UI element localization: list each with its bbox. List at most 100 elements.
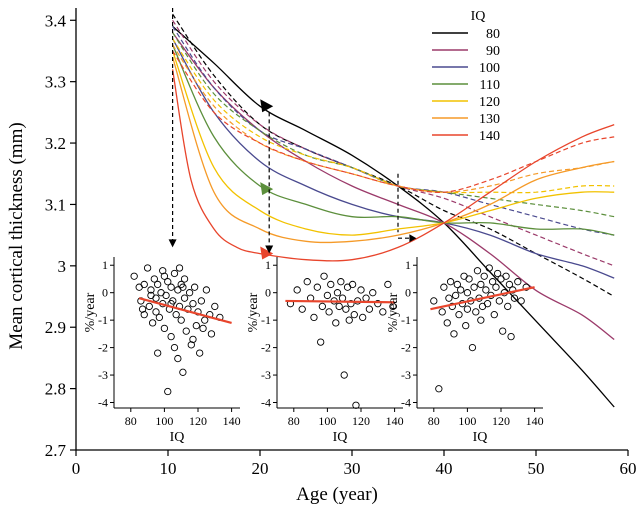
inset-x-tick-label: 140 <box>386 414 404 428</box>
inset-data-point <box>357 286 365 294</box>
curve-arrow-marker <box>260 182 274 196</box>
inset-y-tick-label: -3 <box>98 368 108 382</box>
inset-data-point <box>197 297 206 305</box>
inset-data-point <box>504 302 512 311</box>
inset-data-point <box>199 324 207 333</box>
inset-data-point <box>517 297 525 305</box>
inset-y-tick-label: -3 <box>261 368 271 382</box>
inset-y-tick-label: -4 <box>98 396 108 410</box>
y-axis-title: Mean cortical thickness (mm) <box>6 122 27 349</box>
inset-data-point <box>179 283 187 291</box>
x-tick-label: 50 <box>528 459 545 478</box>
legend-title: IQ <box>471 9 486 24</box>
legend-label: 90 <box>486 44 500 59</box>
inset-data-point <box>440 283 448 291</box>
inset-y-tick-label: -1 <box>401 313 411 327</box>
inset-data-point <box>365 305 374 313</box>
inset-data-point <box>451 291 460 300</box>
inset-data-point <box>293 286 301 294</box>
inset-data-point <box>490 311 498 319</box>
inset-x-tick-label: 140 <box>223 414 241 428</box>
inset-data-point <box>450 330 458 338</box>
legend-label: 100 <box>479 61 500 76</box>
inset-data-point <box>189 300 197 308</box>
inset-data-point <box>463 305 472 313</box>
inset-data-point <box>345 316 353 324</box>
inset-data-point <box>472 308 480 316</box>
y-tick-label: 3.4 <box>45 11 67 30</box>
inset-data-point <box>164 387 172 396</box>
inset-data-point <box>477 280 485 289</box>
inset-data-point <box>457 286 465 294</box>
inset-data-point <box>207 330 216 338</box>
legend-label: 140 <box>479 129 500 144</box>
inset-data-point <box>379 308 387 316</box>
inset-data-point <box>514 278 522 286</box>
inset-data-point <box>211 302 219 311</box>
inset-data-point <box>174 354 182 363</box>
inset-data-point <box>505 280 514 289</box>
inset-data-point <box>485 264 493 272</box>
curve-arrow-marker <box>260 246 274 260</box>
inset-y-title: %/year <box>386 292 401 332</box>
inset-data-point <box>160 272 169 280</box>
inset-data-point <box>189 335 197 344</box>
inset-trend-line <box>138 297 232 324</box>
legend-label: 120 <box>479 95 500 110</box>
inset-data-point <box>180 275 189 283</box>
inset-data-point <box>196 349 204 357</box>
inset-scatter-plot: 80 100 120 140 -4 -3 -2 -1 0 1 IQ %/year <box>83 257 241 445</box>
inset-trend-line <box>285 299 395 304</box>
inset-data-point <box>465 275 473 283</box>
series-solid-line <box>172 25 615 408</box>
inset-data-point <box>140 311 148 319</box>
x-axis-title: Age (year) <box>296 484 378 505</box>
inset-data-point <box>492 283 500 291</box>
inset-data-point <box>333 289 342 297</box>
inset-data-point <box>359 313 367 322</box>
inset-data-point <box>185 289 194 297</box>
inset-data-point <box>310 313 318 322</box>
inset-data-point <box>463 289 472 297</box>
inset-y-tick-label: -4 <box>261 396 271 410</box>
inset-data-point <box>201 316 209 324</box>
inset-data-point <box>167 332 175 341</box>
series-solid-line <box>171 69 615 262</box>
inset-y-tick-label: -2 <box>261 341 271 355</box>
inset-data-point <box>177 316 185 324</box>
inset-data-point <box>167 283 175 291</box>
y-tick-label: 2.9 <box>45 318 66 337</box>
inset-y-tick-label: 1 <box>265 258 271 272</box>
inset-y-tick-label: -3 <box>401 368 411 382</box>
inset-x-tick-label: 120 <box>189 414 207 428</box>
inset-y-tick-label: -2 <box>401 341 411 355</box>
y-tick-label: 3.3 <box>45 73 66 92</box>
inset-x-tick-label: 80 <box>428 414 440 428</box>
legend-label: 110 <box>480 78 500 93</box>
inset-data-point <box>148 319 157 327</box>
x-tick-label: 30 <box>344 459 361 478</box>
inset-data-point <box>182 327 190 335</box>
inset-y-tick-label: -2 <box>98 341 108 355</box>
inset-x-tick-label: 120 <box>352 414 370 428</box>
inset-y-tick-label: 0 <box>405 286 411 300</box>
main-axes: 0 10 20 30 40 50 602.72.82.933.13.23.33.4 <box>45 8 637 478</box>
inset-data-point <box>130 272 138 280</box>
inset-data-point <box>369 289 377 297</box>
inset-trend-line <box>430 286 535 311</box>
inset-data-point <box>448 302 456 311</box>
series-curves <box>171 13 615 408</box>
inset-data-point <box>509 286 517 294</box>
inset-data-point <box>445 294 453 302</box>
inset-data-point <box>187 341 195 349</box>
inset-data-point <box>138 305 147 313</box>
inset-data-point <box>493 269 502 278</box>
inset-scatter-plot: 80 100 120 140 -4 -3 -2 -1 0 1 IQ %/year <box>386 257 544 445</box>
inset-data-point <box>140 280 148 289</box>
inset-data-point <box>347 300 355 308</box>
inset-data-point <box>488 278 497 286</box>
inset-data-point <box>202 286 211 294</box>
series-dashed-line <box>172 50 615 193</box>
inset-data-point <box>473 267 482 275</box>
